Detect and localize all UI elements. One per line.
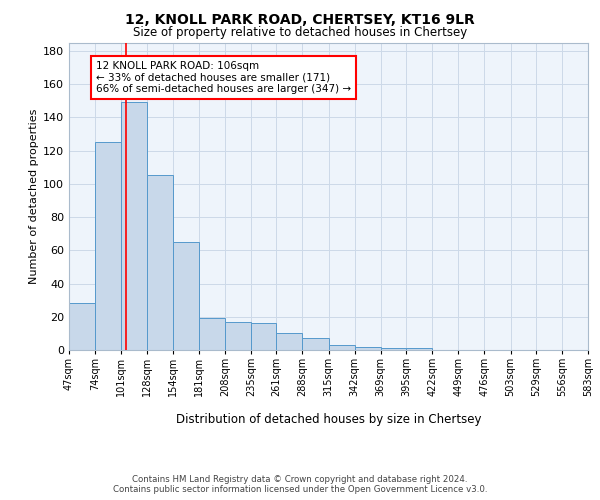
Y-axis label: Number of detached properties: Number of detached properties [29,108,39,284]
Bar [69,304,95,350]
Bar [302,338,329,350]
Bar [276,334,302,350]
Bar [95,142,121,350]
Bar [199,318,225,350]
Bar [173,242,199,350]
Text: Contains HM Land Registry data © Crown copyright and database right 2024.
Contai: Contains HM Land Registry data © Crown c… [113,474,487,494]
Text: Distribution of detached houses by size in Chertsey: Distribution of detached houses by size … [176,412,482,426]
Bar [381,348,406,350]
Bar [406,348,432,350]
Bar [121,102,148,350]
Bar [355,346,381,350]
Bar [225,322,251,350]
Text: 12, KNOLL PARK ROAD, CHERTSEY, KT16 9LR: 12, KNOLL PARK ROAD, CHERTSEY, KT16 9LR [125,12,475,26]
Bar [329,345,355,350]
Bar [251,324,276,350]
Bar [148,176,173,350]
Text: Size of property relative to detached houses in Chertsey: Size of property relative to detached ho… [133,26,467,39]
Text: 12 KNOLL PARK ROAD: 106sqm
← 33% of detached houses are smaller (171)
66% of sem: 12 KNOLL PARK ROAD: 106sqm ← 33% of deta… [96,61,351,94]
